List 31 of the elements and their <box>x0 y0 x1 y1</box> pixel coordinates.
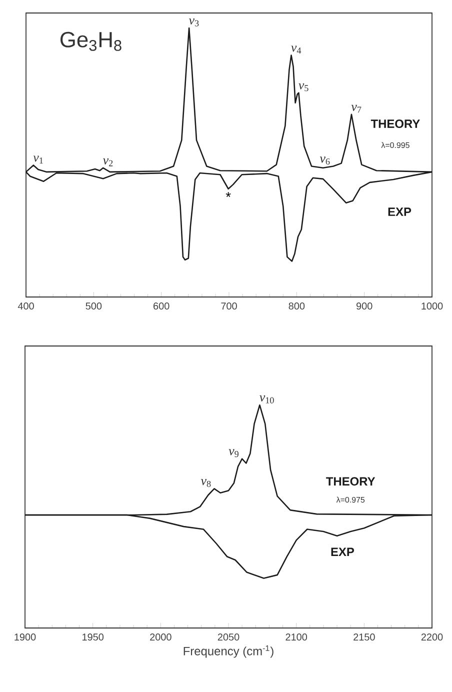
x-tick-label: 2050 <box>218 634 240 641</box>
x-tick-label: 2150 <box>354 634 375 641</box>
annotation: v$_{10}$ <box>260 395 274 404</box>
x-tick-label: 2100 <box>286 634 308 641</box>
x-tick-label: 1000 <box>422 302 443 310</box>
annotation: v$_{8}$ <box>200 479 211 487</box>
x-tick-label: 500 <box>86 302 102 310</box>
x-tick-label: 400 <box>18 302 34 310</box>
annotation: Ge$_{3}$H$_{8}$ <box>60 32 122 51</box>
series-label: THEORY <box>370 120 420 128</box>
x-tick-label: 2000 <box>150 634 172 641</box>
series-label: EXP <box>331 548 354 556</box>
annotation: v$_{3}$ <box>188 18 199 26</box>
x-tick-label: 1900 <box>14 634 36 641</box>
x-tick-label: 800 <box>288 302 305 310</box>
annotation: v$_{9}$ <box>228 449 238 458</box>
annotation: * <box>226 192 231 197</box>
annotation: v$_{1}$ <box>33 156 43 164</box>
x-tick-label: 900 <box>356 302 372 310</box>
annotation: v$_{5}$ <box>298 83 308 92</box>
x-tick-label: 1950 <box>82 634 104 641</box>
text: THEORY <box>326 477 376 486</box>
x-tick-label: 700 <box>221 302 237 310</box>
x-tick-label: 2200 <box>421 634 443 641</box>
x-tick-label: 600 <box>154 302 170 310</box>
annotation: v$_{6}$ <box>320 156 330 165</box>
annotation: v$_{7}$ <box>351 104 362 113</box>
text: EXP <box>388 208 412 216</box>
x-axis-title: Frequency (cm$^{-1}$) <box>184 645 274 658</box>
annotation: v$_{2}$ <box>103 158 113 166</box>
annotation: v$_{4}$ <box>291 46 302 54</box>
